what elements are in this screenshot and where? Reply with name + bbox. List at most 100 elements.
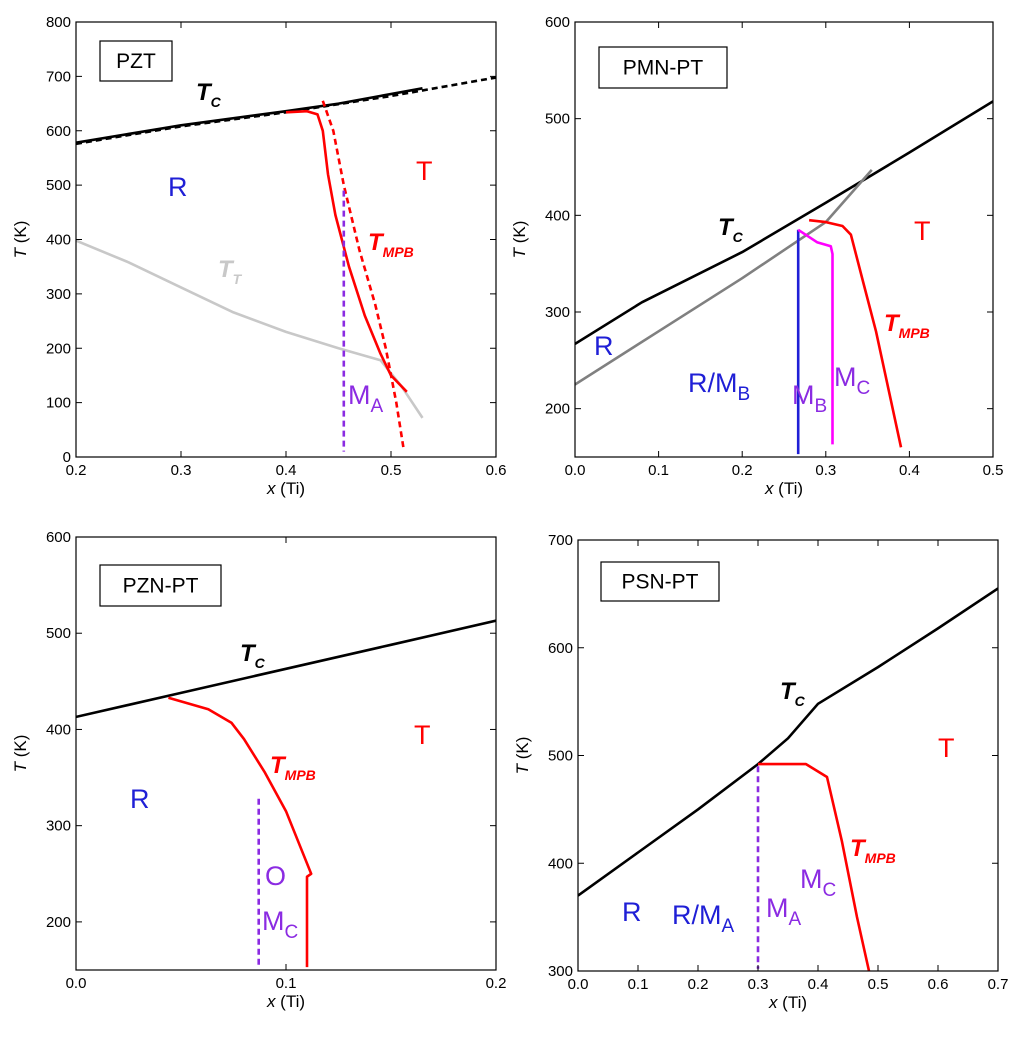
region-label: MB bbox=[792, 380, 827, 417]
region-label: R bbox=[622, 897, 642, 927]
curve-label: TC bbox=[240, 640, 266, 671]
series-line-0 bbox=[578, 587, 998, 897]
x-tick-label: 0.2 bbox=[732, 462, 753, 479]
panel-pzn: 0.0 0.1 0.2 200 300 400 500 600 x (Ti) T (K) PZN-P… bbox=[11, 529, 506, 1011]
series-group bbox=[575, 100, 993, 455]
x-axis-label: x (Ti) bbox=[768, 993, 807, 1012]
y-tick-label: 400 bbox=[545, 207, 570, 224]
x-tick-label: 0.3 bbox=[748, 976, 769, 993]
panel-title: PSN-PT bbox=[621, 571, 698, 594]
y-tick-label: 600 bbox=[46, 123, 71, 140]
y-tick-label: 100 bbox=[46, 395, 71, 412]
series-line-3 bbox=[285, 109, 408, 393]
title-box bbox=[600, 561, 720, 602]
curve-label: TC bbox=[780, 678, 806, 709]
title-box bbox=[598, 46, 728, 89]
y-tick-label: 200 bbox=[545, 401, 570, 418]
region-label: MA bbox=[766, 893, 802, 930]
y-tick-label: 400 bbox=[548, 855, 573, 872]
x-tick-label: 0.4 bbox=[276, 462, 297, 479]
x-tick-label: 0.2 bbox=[486, 975, 507, 992]
title-box bbox=[99, 564, 222, 607]
y-tick-label: 500 bbox=[545, 111, 570, 128]
panel-pmn: 0.0 0.1 0.2 0.3 0.4 0.5 200 300 400 500 600 x (Ti) T… bbox=[510, 14, 1003, 498]
y-axis-label: T (K) bbox=[11, 735, 30, 773]
curve-label: TMPB bbox=[850, 835, 896, 866]
series-line-4 bbox=[321, 100, 405, 450]
title-box bbox=[99, 40, 173, 82]
region-label: MC bbox=[800, 864, 836, 901]
series-group bbox=[578, 587, 998, 971]
x-tick-label: 0.3 bbox=[815, 462, 836, 479]
curve-label: TMPB bbox=[884, 310, 930, 341]
y-tick-label: 600 bbox=[46, 529, 71, 546]
region-label: T bbox=[914, 216, 931, 246]
region-label: MC bbox=[834, 362, 870, 399]
x-tick-label: 0.6 bbox=[486, 462, 507, 479]
panel-pzt: 0.2 0.3 0.4 0.5 0.6 0 100 200 300 400 500 600 700 800… bbox=[11, 14, 506, 498]
x-tick-label: 0.4 bbox=[899, 462, 920, 479]
y-tick-label: 300 bbox=[46, 286, 71, 303]
y-tick-label: 800 bbox=[46, 14, 71, 31]
y-tick-label: 500 bbox=[46, 177, 71, 194]
region-label: R/MA bbox=[672, 900, 735, 937]
x-axis-label: x (Ti) bbox=[266, 992, 305, 1011]
region-label: T bbox=[938, 733, 955, 763]
x-tick-label: 0.1 bbox=[648, 462, 669, 479]
x-axis-label: x (Ti) bbox=[764, 479, 803, 498]
y-tick-label: 600 bbox=[548, 640, 573, 657]
x-tick-label: 0.2 bbox=[688, 976, 709, 993]
region-label: R bbox=[168, 172, 188, 202]
y-tick-label: 700 bbox=[46, 68, 71, 85]
y-tick-label: 500 bbox=[46, 625, 71, 642]
curve-label: TC bbox=[196, 79, 222, 110]
region-label: T bbox=[416, 156, 433, 186]
y-axis-label: T (K) bbox=[510, 221, 529, 259]
x-tick-label: 0.1 bbox=[628, 976, 649, 993]
region-label: R/MB bbox=[688, 368, 750, 405]
y-axis-label: T (K) bbox=[11, 221, 30, 259]
plot-frame bbox=[574, 21, 994, 458]
x-tick-label: 0.5 bbox=[868, 976, 889, 993]
y-tick-label: 400 bbox=[46, 721, 71, 738]
y-tick-label: 300 bbox=[46, 818, 71, 835]
y-tick-label: 200 bbox=[46, 914, 71, 931]
region-label: MC bbox=[262, 906, 298, 943]
panel-title: PMN-PT bbox=[623, 57, 704, 80]
y-tick-label: 200 bbox=[46, 340, 71, 357]
x-tick-label: 0.0 bbox=[565, 462, 586, 479]
series-group bbox=[76, 619, 496, 968]
x-tick-label: 0.0 bbox=[66, 975, 87, 992]
y-axis-label: T (K) bbox=[513, 737, 532, 775]
series-group bbox=[76, 76, 496, 452]
y-tick-label: 300 bbox=[545, 304, 570, 321]
y-tick-label: 600 bbox=[545, 14, 570, 31]
y-tick-label: 300 bbox=[548, 963, 573, 980]
region-label: O bbox=[265, 861, 286, 891]
series-line-1 bbox=[168, 696, 313, 968]
x-tick-label: 0.7 bbox=[988, 976, 1009, 993]
series-line-0 bbox=[76, 619, 496, 719]
series-line-1 bbox=[575, 169, 873, 386]
y-tick-label: 400 bbox=[46, 232, 71, 249]
x-tick-label: 0.5 bbox=[381, 462, 402, 479]
series-line-0 bbox=[575, 100, 993, 346]
curve-label: TMPB bbox=[270, 752, 316, 783]
curve-label: TT bbox=[218, 256, 243, 287]
region-label: MA bbox=[348, 380, 384, 417]
series-line-1 bbox=[758, 762, 871, 971]
x-tick-label: 0.2 bbox=[66, 462, 87, 479]
panel-title: PZN-PT bbox=[123, 575, 199, 598]
x-tick-label: 0.0 bbox=[568, 976, 589, 993]
region-label: R bbox=[130, 784, 150, 814]
y-tick-label: 0 bbox=[63, 449, 71, 466]
x-tick-label: 0.3 bbox=[171, 462, 192, 479]
x-tick-label: 0.5 bbox=[983, 462, 1004, 479]
panel-title: PZT bbox=[116, 50, 156, 73]
plot-frame bbox=[75, 21, 497, 458]
x-tick-label: 0.4 bbox=[808, 976, 829, 993]
region-label: R bbox=[594, 331, 614, 361]
curve-label: TMPB bbox=[368, 229, 414, 260]
y-tick-label: 500 bbox=[548, 748, 573, 765]
series-line-4 bbox=[808, 218, 903, 448]
